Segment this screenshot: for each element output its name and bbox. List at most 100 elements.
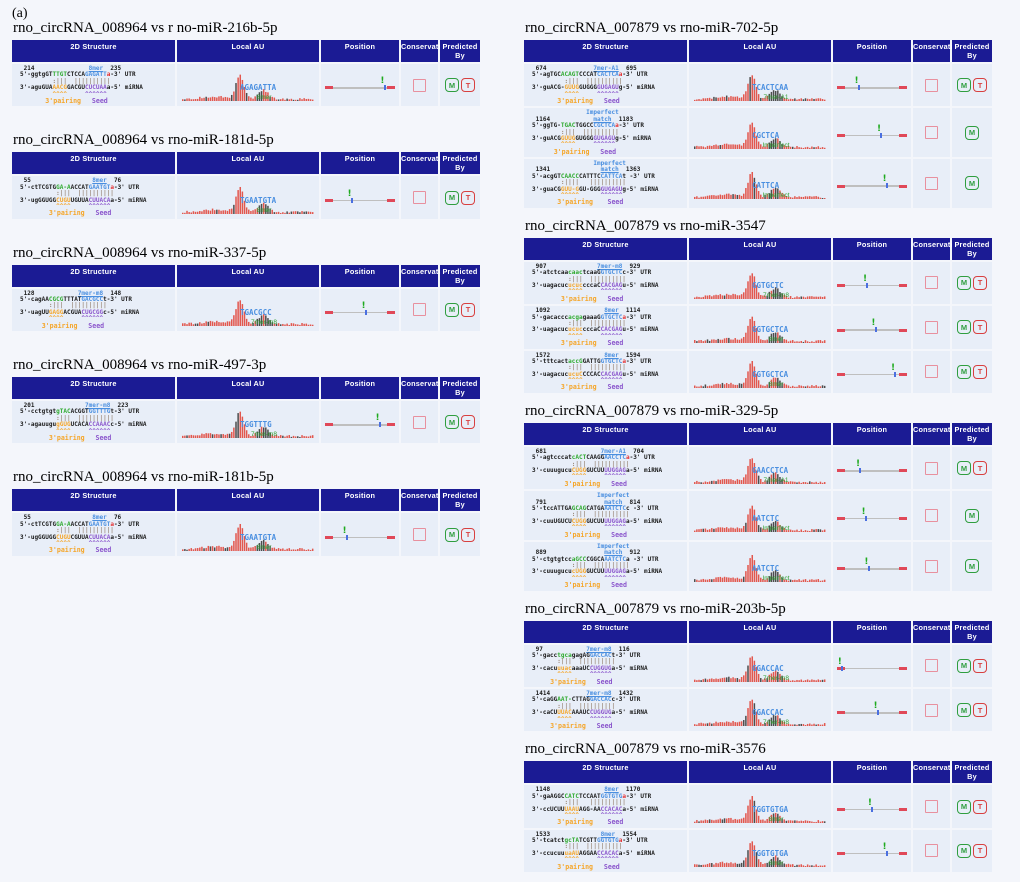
local-au-cell: GGTGCTCA 8mer: [689, 350, 831, 393]
position-end-mark: [899, 86, 907, 90]
alignment-line: ^^^^ ^^^^^^: [557, 671, 612, 679]
local-au-histogram: GGTGCTCA 8mer: [694, 316, 826, 344]
table-header-row: 2D Structure Local AU Position Conservation…: [524, 40, 992, 62]
column-header-conservation: Conservation: [913, 422, 962, 445]
structure-cell: Imperfect 889 match 912 5'-ctgtgtccaGCCCG…: [524, 541, 687, 591]
alignment-line: :||| ||||||||||: [532, 562, 663, 570]
comparison-panel: rno_circRNA_008964 vs rno-miR-181d-5p 2D …: [12, 132, 480, 219]
site-position-marker: !: [361, 300, 366, 311]
position-plot: !: [325, 181, 395, 215]
position-start-mark: [837, 667, 845, 671]
predicted-by-m-icon: M: [965, 176, 979, 191]
structure-cell: Imperfect 791 match 814 5'-tccATTGAGCAGCA…: [524, 491, 687, 540]
predicted-by-t-icon: T: [973, 658, 987, 673]
position-start-mark: [837, 184, 845, 188]
au-match-tag: Imperfect: [762, 192, 789, 199]
conservation-marker: [413, 528, 426, 542]
alignment-line: 3'-ugGGUGGCUGUCGUUACUUACAa-5' miRNA: [20, 533, 147, 541]
column-header-predicted-by: Predicted By: [440, 489, 480, 512]
conservation-cell: [913, 446, 950, 490]
site-position-tick: [886, 850, 888, 856]
target-site-row: 201 7mer-m8 223 5'-cctgtgtgTACACGGTGGTTTG…: [12, 401, 480, 444]
conservation-marker: [413, 415, 426, 429]
alignment-line: 3'pairing Seed: [557, 818, 624, 827]
table-header-row: 2D Structure Local AU Position Conservation…: [12, 489, 480, 512]
local-au-cell: CGCTCA Imperfect: [689, 108, 831, 158]
site-position-tick: [874, 327, 877, 333]
alignment-line: 1341 match 1363: [532, 166, 641, 174]
alignment-line: :||| ||||||||||: [20, 190, 147, 198]
position-line: [838, 517, 906, 520]
au-match-tag: 8mer: [769, 860, 785, 867]
au-match-tag: 7mer-m8: [763, 675, 789, 682]
alignment-line: ^^^^ ^^^^^^: [557, 715, 612, 723]
sequence-alignment: 201 7mer-m8 223 5'-cctgtgtgTACACGGTGGTTTG…: [12, 401, 146, 443]
position-cell: !: [833, 108, 911, 158]
site-position-marker: !: [873, 701, 878, 712]
alignment-line: 5'-cctgtgtgTACACGGTGGTTTGt-3' UTR: [20, 408, 140, 416]
position-cell: !: [833, 64, 911, 107]
column-header-2d-structure: 2D Structure: [12, 264, 175, 287]
predicted-by-m-icon: M: [445, 302, 459, 317]
conservation-cell: [401, 176, 438, 219]
alignment-line: 3'-uagacucucuCCCCACCACGAGu-5' miRNA: [532, 370, 659, 378]
target-site-row: Imperfect 1164 match 1183 5'-ggTG-TGACTGG…: [524, 108, 992, 158]
au-seed-text: TGACGCC: [240, 308, 272, 317]
position-line: [326, 87, 394, 89]
sequence-alignment: 1533 8mer 1554 5'-tcatctgcTATCGTTGGTGTGa-…: [524, 830, 655, 872]
site-position-tick: [383, 85, 386, 91]
comparison-panel: rno_circRNA_008964 vs rno-miR-497-3p 2D S…: [12, 357, 480, 444]
au-seed-text: TGGTTTG: [240, 420, 272, 429]
alignment-line: ^^^^ ^^^^^^: [564, 90, 619, 98]
site-position-tick: [346, 534, 348, 540]
local-au-histogram: TCACTCAA 7mer-A1: [694, 75, 826, 102]
panel-title: rno_circRNA_008964 vs rno-miR-181d-5p: [13, 132, 274, 149]
au-seed-text: AGAGATTA: [240, 83, 277, 92]
column-header-predicted-by: Predicted By: [440, 264, 480, 287]
position-plot: !: [837, 310, 907, 344]
predicted-by-t-icon: T: [973, 703, 987, 718]
alignment-line: 3'-guACGGUUGGUGGGGUGAGUg-5' miRNA: [532, 134, 652, 142]
comparison-panel: rno_circRNA_007879 vs rno-miR-3576 2D Str…: [524, 741, 992, 873]
position-end-mark: [899, 567, 907, 571]
column-header-local-au: Local AU: [177, 377, 319, 400]
target-site-row: 97 7mer-m8 116 5'-gacctgcagagAGGACCACt-3'…: [524, 644, 992, 687]
au-seed-text: GAACCTCA: [752, 466, 789, 475]
local-au-histogram: GGTGCTC 7mer-m8: [694, 273, 826, 299]
au-seed-text: TGGTGTGA: [752, 849, 789, 858]
local-au-cell: AGAGATTA 8mer: [177, 64, 319, 107]
column-header-2d-structure: 2D Structure: [524, 40, 687, 62]
prediction-table: 2D Structure Local AU Position Conservation…: [12, 40, 480, 107]
position-plot: !: [325, 518, 395, 552]
position-plot: !: [325, 68, 395, 102]
conservation-marker: [925, 800, 938, 814]
alignment-line: 3'-aguGUAAACGGACGUCUCUAAa-5' miRNA: [20, 84, 143, 92]
prediction-table: 2D Structure Local AU Position Conservation…: [12, 489, 480, 556]
site-position-tick: [865, 515, 867, 521]
position-end-mark: [899, 852, 907, 856]
predicted-by-t-icon: T: [461, 78, 475, 93]
target-site-row: 1092 8mer 1114 5'-gacacccacgagaaaGGTGCTCa…: [524, 306, 992, 349]
local-au-cell: CATTCA Imperfect: [689, 159, 831, 208]
column-header-position: Position: [321, 377, 399, 400]
column-header-conservation: Conservation: [913, 237, 962, 260]
alignment-line: 3'-ugGGUGGCUGUUGUUACUUACAa-5' miRNA: [20, 196, 147, 204]
sequence-alignment: 1092 8mer 1114 5'-gacacccacgagaaaGGTGCTCa…: [524, 306, 658, 348]
position-line: [838, 667, 906, 670]
sequence-alignment: 214 8mer 235 5'-ggtgGTTTGTCTCCAGAGATTa-3'…: [12, 64, 143, 106]
position-line: [326, 424, 394, 426]
left-panel-column: rno_circRNA_008964 vs r no-miR-216b-5p 2D…: [12, 20, 480, 582]
prediction-table: 2D Structure Local AU Position Conservation…: [524, 620, 992, 732]
position-start-mark: [837, 86, 845, 90]
au-match-tag: 8mer: [257, 94, 273, 101]
conservation-cell: [913, 491, 950, 540]
predicted-by-m-icon: M: [445, 190, 459, 205]
position-line: [838, 87, 906, 89]
position-cell: !: [321, 513, 399, 556]
sequence-alignment: Imperfect 889 match 912 5'-ctgtgtccaGCCCG…: [524, 542, 662, 591]
conservation-marker: [413, 303, 426, 317]
conservation-marker: [925, 509, 938, 523]
panel-title: rno_circRNA_008964 vs rno-miR-497-3p: [13, 357, 267, 374]
